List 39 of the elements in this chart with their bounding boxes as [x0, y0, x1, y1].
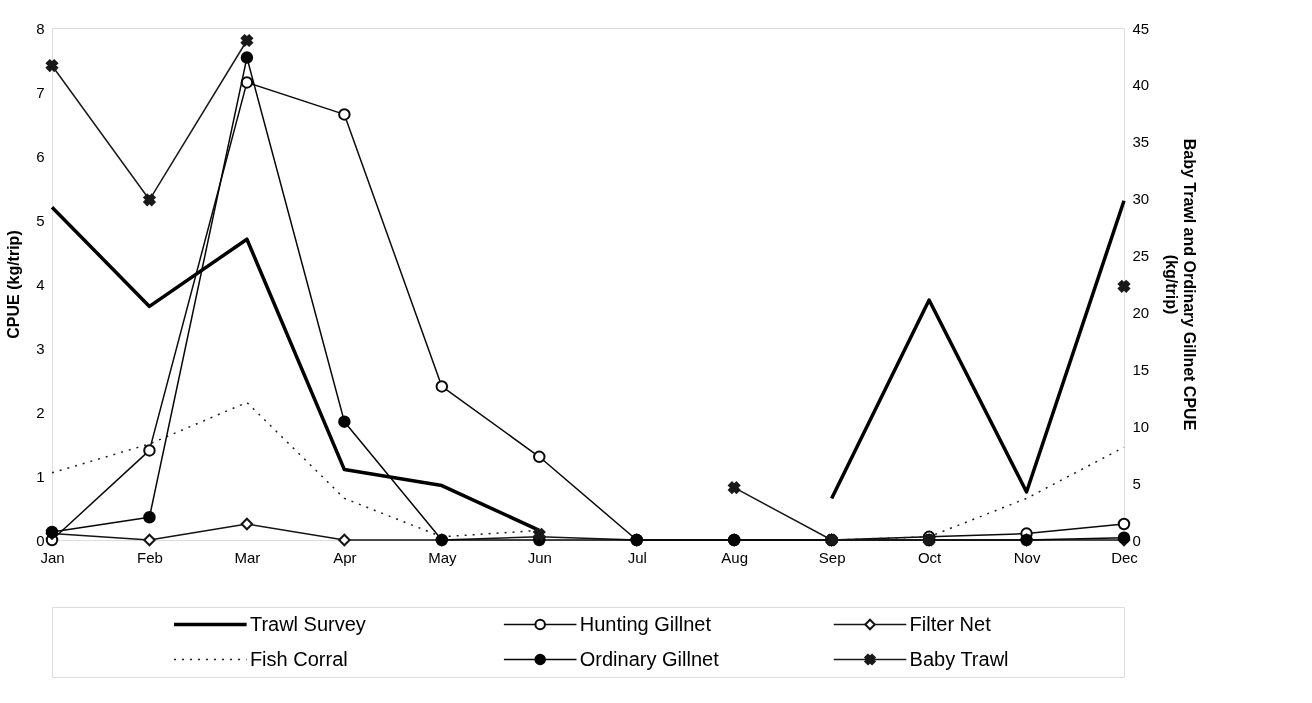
x-tick-label: Sep [818, 548, 846, 566]
y2-tick-label: 15 [1132, 360, 1150, 378]
y-tick-label: 7 [36, 83, 45, 101]
legend-label: Fish Corral [249, 647, 348, 670]
x-tick-label: Mar [234, 548, 261, 566]
x-tick-label: Dec [1111, 548, 1139, 566]
x-tick-label: Oct [917, 548, 943, 566]
y2-tick-label: 40 [1132, 76, 1150, 94]
y2-axis-title: Baby Trawl and Ordinary Gillnet CPUE (kg/trip) [1163, 138, 1199, 431]
y-tick-label: 8 [36, 19, 45, 37]
x-tick-label: Jun [527, 548, 552, 566]
legend-label: Ordinary Gillnet [579, 647, 720, 670]
y-tick-label: 2 [36, 403, 45, 421]
y-axis-title: CPUE (kg/trip) [5, 230, 23, 339]
x-tick-label: Jul [627, 548, 647, 566]
y2-tick-label: 30 [1132, 190, 1150, 208]
x-tick-label: May [428, 548, 457, 566]
y-tick-label: 0 [36, 531, 45, 549]
x-tick-label: Nov [1013, 548, 1041, 566]
y2-tick-label: 20 [1132, 303, 1150, 321]
y2-tick-label: 10 [1132, 417, 1150, 435]
y2-tick-label: 45 [1132, 19, 1150, 37]
legend-label: Filter Net [909, 612, 992, 635]
y2-tick-label: 35 [1132, 133, 1150, 151]
legend-label: Hunting Gillnet [579, 612, 712, 635]
x-tick-label: Feb [137, 548, 163, 566]
y2-tick-label: 0 [1132, 531, 1141, 549]
y2-tick-label: 25 [1132, 247, 1150, 265]
y-tick-label: 3 [36, 339, 45, 357]
y-tick-label: 1 [36, 467, 45, 485]
legend-label: Baby Trawl [909, 647, 1009, 670]
y-tick-label: 4 [36, 275, 45, 293]
x-tick-label: Apr [333, 548, 357, 566]
x-tick-label: Aug [721, 548, 749, 566]
y2-tick-label: 5 [1132, 474, 1141, 492]
y-tick-label: 5 [36, 211, 45, 229]
x-tick-label: Jan [40, 548, 65, 566]
legend-label: Trawl Survey [249, 612, 366, 635]
y-tick-label: 6 [36, 147, 45, 165]
